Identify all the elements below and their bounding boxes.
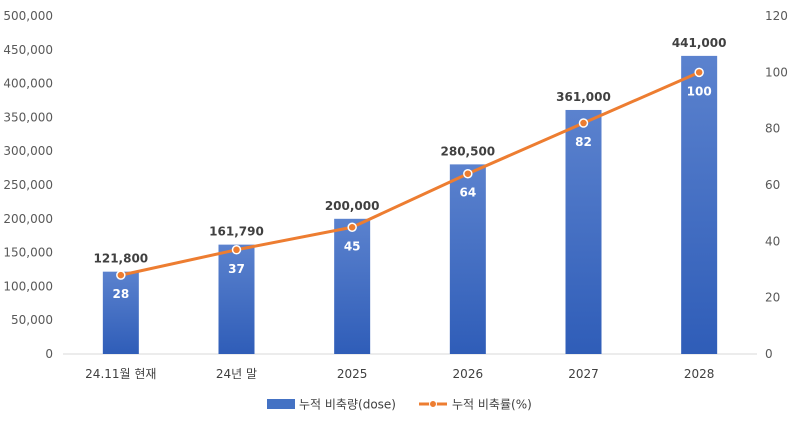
bar-value-label: 441,000 xyxy=(672,36,727,50)
y-left-tick-label: 50,000 xyxy=(11,313,53,327)
bar xyxy=(565,109,602,355)
y-right-tick-label: 40 xyxy=(765,234,780,248)
bar xyxy=(681,55,718,354)
line-path xyxy=(120,70,700,277)
line-value-label: 100 xyxy=(687,84,712,98)
line-point xyxy=(347,222,357,232)
line-series: 28 37 45 64 82 100 xyxy=(112,67,712,301)
bar xyxy=(334,218,371,354)
bar-value-label: 280,500 xyxy=(441,144,496,158)
y-right-tick-label: 100 xyxy=(765,65,788,79)
line-value-label: 45 xyxy=(344,239,361,253)
legend-line-marker xyxy=(429,400,437,408)
y-right-tick-label: 60 xyxy=(765,178,780,192)
legend-bar-label: 누적 비축량(dose) xyxy=(299,398,396,412)
y-left-tick-label: 0 xyxy=(45,347,53,361)
line-point xyxy=(231,245,242,255)
y-left-tick-label: 250,000 xyxy=(3,178,53,192)
y-right-tick-label: 80 xyxy=(765,122,780,136)
line-point xyxy=(116,270,126,280)
y-left-tick-label: 150,000 xyxy=(3,246,53,260)
line-point xyxy=(463,168,473,179)
line-point xyxy=(578,118,589,128)
line-point xyxy=(694,67,704,78)
y-right-tick-label: 120 xyxy=(765,9,788,23)
y-left-tick-label: 450,000 xyxy=(3,43,53,57)
bar xyxy=(102,271,139,354)
line-value-label: 82 xyxy=(575,135,592,149)
legend-bar-swatch xyxy=(267,399,295,409)
x-tick-label: 24년 말 xyxy=(216,367,257,381)
x-tick-label: 2025 xyxy=(337,367,368,381)
line-value-label: 64 xyxy=(459,186,476,200)
y-left-tick-label: 350,000 xyxy=(3,110,53,124)
bar-value-label: 200,000 xyxy=(325,199,380,213)
legend-item-line: 누적 비축률(%) xyxy=(419,398,532,412)
line-value-label: 37 xyxy=(228,262,245,276)
y-left-tick-label: 100,000 xyxy=(3,279,53,293)
legend-item-bar: 누적 비축량(dose) xyxy=(267,398,396,412)
x-axis: 24.11월 현재 24년 말 2025 2026 2027 2028 xyxy=(85,367,714,381)
bar-value-label: 121,800 xyxy=(94,252,149,266)
bar xyxy=(449,164,486,354)
bar xyxy=(218,244,255,354)
legend: 누적 비축량(dose) 누적 비축률(%) xyxy=(267,398,532,412)
y-axis-right: 0 20 40 60 80 100 120 xyxy=(765,9,788,361)
y-left-tick-label: 500,000 xyxy=(3,9,53,23)
y-left-tick-label: 300,000 xyxy=(3,144,53,158)
bar-value-label: 161,790 xyxy=(209,225,264,239)
y-axis-left: 0 50,000 100,000 150,000 200,000 250,000 300,0… xyxy=(3,9,53,361)
bar-series: 121,800 161,790 200,000 280,500 361,000 441,0… xyxy=(94,36,727,355)
x-tick-label: 2027 xyxy=(568,367,599,381)
x-tick-label: 2026 xyxy=(453,367,484,381)
y-right-tick-label: 0 xyxy=(765,347,773,361)
y-left-tick-label: 400,000 xyxy=(3,77,53,91)
x-tick-label: 24.11월 현재 xyxy=(85,367,156,381)
y-right-tick-label: 20 xyxy=(765,291,780,305)
x-tick-label: 2028 xyxy=(684,367,715,381)
y-left-tick-label: 200,000 xyxy=(3,212,53,226)
legend-line-label: 누적 비축률(%) xyxy=(452,398,532,412)
line-value-label: 28 xyxy=(112,287,129,301)
bar-value-label: 361,000 xyxy=(556,90,611,104)
